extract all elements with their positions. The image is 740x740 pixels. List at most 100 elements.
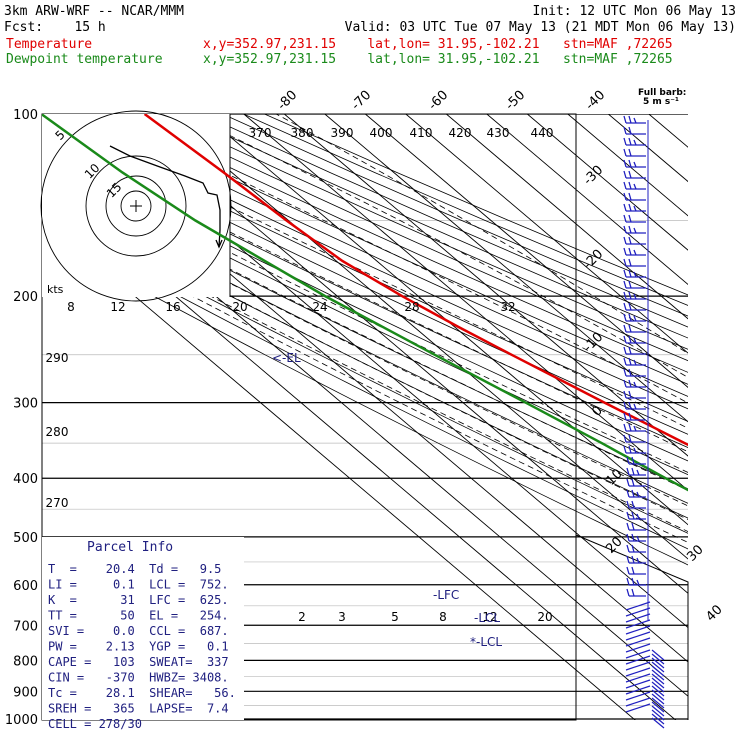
- mixratio-small-label: 3: [338, 610, 346, 624]
- pressure-label-700: 700: [13, 619, 38, 634]
- hodograph-trace: [109, 145, 221, 248]
- temperature-info: x,y=352.97,231.15 lat,lon= 31.95,-102.21…: [203, 37, 673, 52]
- wind-barb: [623, 302, 646, 311]
- mixratio-small-label: 12: [482, 610, 497, 624]
- wind-barb: [623, 390, 646, 399]
- mixratio-small-label: 2: [298, 610, 306, 624]
- forecast-hour: Fcst: 15 h: [4, 20, 106, 35]
- hodograph-ring: [40, 110, 232, 302]
- wind-barb-low: [625, 679, 651, 689]
- hodograph-ring: [85, 155, 187, 257]
- temp-top-label: -80: [275, 88, 301, 114]
- parcel-info-row: TT = 50 EL = 254.: [48, 609, 229, 623]
- dewpoint-trace: [42, 114, 688, 492]
- pressure-label-400: 400: [13, 472, 38, 487]
- wind-barb-low: [651, 689, 665, 701]
- parcel-info-row: CELL = 278/30: [48, 717, 142, 731]
- theta-left-label: 280: [46, 425, 69, 439]
- wind-barb-low: [625, 625, 651, 635]
- mixratio-small-label: 20: [537, 610, 552, 624]
- wind-barb: [623, 357, 646, 366]
- wind-barb: [626, 489, 646, 498]
- barb-key-line2: 5 m s⁻¹: [643, 97, 679, 107]
- hodograph-kts-label: kts: [47, 283, 64, 296]
- temp-side-label: 30: [684, 542, 706, 564]
- wind-barb-low: [625, 637, 651, 647]
- wind-barb-low: [625, 601, 651, 611]
- dewpoint-label: Dewpoint temperature: [6, 52, 163, 67]
- level-annotation: <-EL: [272, 351, 301, 365]
- wind-barb-low: [625, 607, 651, 617]
- mixing-ratio-label: 32: [500, 300, 515, 314]
- theta-label: 440: [531, 126, 554, 140]
- parcel-info-row: T = 20.4 Td = 9.5: [48, 562, 221, 576]
- temp-side-label: -30: [581, 163, 607, 189]
- chart-outline: [41, 113, 689, 721]
- wind-barb-low: [651, 657, 665, 669]
- parcel-info-title: Parcel Info: [87, 540, 173, 555]
- temp-side-label: -20: [581, 247, 607, 273]
- wind-barb: [623, 313, 646, 322]
- wind-barb-low: [651, 673, 665, 685]
- wind-barb: [623, 192, 646, 201]
- temperature-label: Temperature: [6, 37, 92, 52]
- wind-barb: [626, 544, 646, 553]
- pressure-label-1000: 1000: [5, 713, 38, 728]
- dewpoint-info: x,y=352.97,231.15 lat,lon= 31.95,-102.21…: [203, 52, 673, 67]
- sounding-traces: [42, 114, 688, 492]
- wind-barb: [623, 291, 646, 300]
- temp-side-label: 40: [703, 602, 725, 624]
- wind-barb-low: [625, 667, 651, 677]
- temperature-trace: [143, 114, 688, 447]
- valid-time: Valid: 03 UTC Tue 07 May 13 (21 MDT Mon …: [345, 20, 736, 35]
- wind-barb-low: [651, 665, 665, 677]
- pressure-label-900: 900: [13, 685, 38, 700]
- wind-barb: [623, 335, 646, 344]
- theta-label: 430: [487, 126, 510, 140]
- wind-barb: [626, 566, 646, 575]
- mixing-ratio-label: 28: [404, 300, 419, 314]
- wind-barb-low: [625, 691, 651, 701]
- level-annotation: -LCL: [474, 611, 500, 625]
- wind-barb: [623, 126, 646, 135]
- wind-barb: [623, 258, 646, 267]
- parcel-info-row: LI = 0.1 LCL = 752.: [48, 578, 229, 592]
- pressure-label-800: 800: [13, 654, 38, 669]
- wind-barb: [623, 379, 646, 388]
- pressure-label-500: 500: [13, 531, 38, 546]
- wind-barb: [623, 148, 646, 157]
- barb-key-line1: Full barb:: [638, 88, 686, 98]
- wind-barb: [626, 478, 646, 487]
- wind-barb: [623, 203, 646, 212]
- parcel-info-row: SVI = 0.0 CCL = 687.: [48, 624, 229, 638]
- wind-barb-low: [651, 661, 665, 673]
- wind-barb-low: [625, 685, 651, 695]
- temp-top-label: -40: [583, 88, 609, 114]
- wind-barb: [626, 588, 646, 597]
- wind-barb-low: [625, 649, 651, 659]
- theta-label: 420: [449, 126, 472, 140]
- wind-barb: [623, 401, 646, 410]
- pressure-label-200: 200: [13, 290, 38, 305]
- pressure-label-100: 100: [13, 108, 38, 123]
- temp-top-label: -50: [503, 88, 529, 114]
- parcel-info-panel: Parcel Info T = 20.4 Td = 9.5 LI = 0.1 LC…: [42, 537, 244, 731]
- temp-side-label: 10: [603, 466, 625, 488]
- wind-barb-low: [651, 669, 665, 681]
- init-time: Init: 12 UTC Mon 06 May 13: [533, 4, 737, 19]
- wind-barb-low: [651, 685, 665, 697]
- parcel-info-row: Tc = 28.1 SHEAR= 56.: [48, 686, 236, 700]
- theta-label: 380: [291, 126, 314, 140]
- wind-barb: [626, 511, 646, 520]
- parcel-info-row: SREH = 365 LAPSE= 7.4: [48, 702, 229, 716]
- wind-barb: [626, 555, 646, 564]
- wind-barb-low: [651, 681, 665, 693]
- parcel-info-row: PW = 2.13 YGP = 0.1: [48, 640, 229, 654]
- wind-barb: [623, 280, 646, 289]
- mixratio-small-label: 8: [439, 610, 447, 624]
- wind-barb-low: [651, 709, 665, 721]
- wind-barb-low: [625, 631, 651, 641]
- wind-barb: [626, 467, 646, 476]
- wind-barb: [623, 181, 646, 190]
